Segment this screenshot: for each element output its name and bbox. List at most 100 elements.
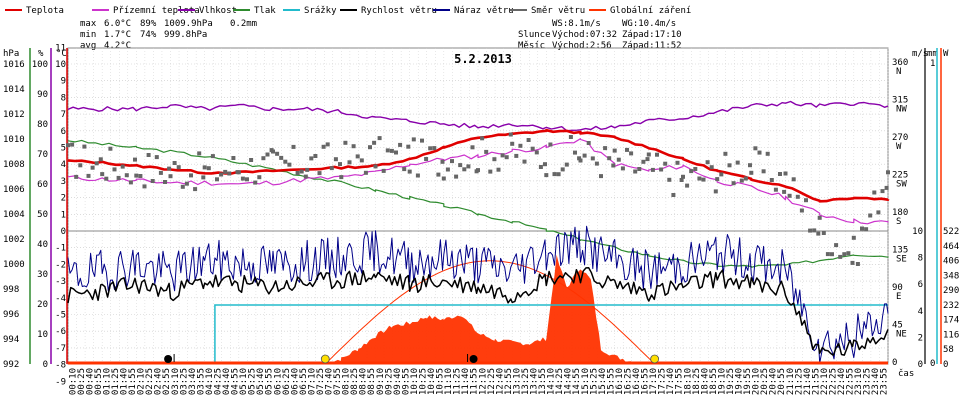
x-tick-label: 18:40 xyxy=(700,368,710,395)
wind-dir-point xyxy=(782,189,787,194)
x-tick-label: 17:40 xyxy=(666,368,676,395)
axis-temp-tick: 6 xyxy=(61,127,66,137)
wind-dir-point xyxy=(590,156,595,161)
wind-dir-point xyxy=(219,172,224,177)
humidity-line xyxy=(67,100,889,132)
x-tick-label: 11:10 xyxy=(444,368,454,395)
wind-dir-point xyxy=(650,167,655,172)
axis-pct-tick: 100 xyxy=(32,60,48,70)
legend-label: Globální záření xyxy=(610,6,691,16)
chart-title: 5.2.2013 xyxy=(454,52,512,66)
wind-dir-point xyxy=(476,168,480,173)
x-tick-label: 22:10 xyxy=(820,368,830,395)
x-tick-label: 09:40 xyxy=(393,368,403,395)
axis-w-tick: 348 xyxy=(943,271,959,281)
x-tick-label: 17:10 xyxy=(649,368,659,395)
wind-dir-point xyxy=(201,175,206,180)
wind-dir-point xyxy=(436,172,441,177)
axis-w-tick: 290 xyxy=(943,286,959,296)
axis-wdir-tick: 315 xyxy=(892,96,908,106)
axis-pct-tick: 10 xyxy=(37,330,48,340)
wind-dir-point xyxy=(279,155,284,160)
x-tick-label: 06:25 xyxy=(282,368,292,395)
wind-dir-point xyxy=(573,150,577,155)
wind-dir-point xyxy=(633,169,638,174)
wind-dir-point xyxy=(210,154,215,159)
info-block: WS:8.1m/s WG:10.4m/s Slunce Východ:07:32 Záp… xyxy=(518,19,682,51)
axis-temp-tick: 7 xyxy=(61,110,66,120)
x-tick-label: 16:10 xyxy=(615,368,625,395)
wind-dir-point xyxy=(372,140,377,145)
x-axis: 00:1000:2500:4000:5501:1001:2501:4001:55… xyxy=(68,368,914,395)
wind-dir-point xyxy=(82,144,87,149)
axis-hpa-tick: 994 xyxy=(3,335,19,345)
x-tick-label: 02:40 xyxy=(154,368,164,395)
wind-dir-point xyxy=(864,227,869,232)
axis-w-tick: 232 xyxy=(943,301,959,311)
x-tick-label: 06:40 xyxy=(290,368,300,395)
wind-dir-point xyxy=(299,169,304,174)
axis-hpa-tick: 1000 xyxy=(3,260,25,270)
x-tick-label: 03:40 xyxy=(188,368,198,395)
wind-dir-point xyxy=(514,153,519,158)
axis-wdir-tick: 90 xyxy=(892,283,903,293)
info-slunce: Slunce xyxy=(518,30,551,40)
x-tick-label: 05:40 xyxy=(256,368,266,395)
wind-dir-point xyxy=(577,156,582,161)
x-tick-label: 07:40 xyxy=(325,368,335,395)
axis-pct-tick: 60 xyxy=(37,180,48,190)
radiation-area xyxy=(324,254,649,364)
axis-ms-tick: 4 xyxy=(918,307,923,317)
wind-dir-point xyxy=(347,160,352,165)
axis-hpa-tick: 1008 xyxy=(3,160,25,170)
wind-dir-point xyxy=(428,146,433,151)
wind-dir-point xyxy=(231,156,236,160)
x-tick-label: 14:25 xyxy=(555,368,565,395)
x-tick-label: 22:25 xyxy=(829,368,839,395)
stat-min-hum: 74% xyxy=(140,30,157,40)
x-tick-label: 04:10 xyxy=(205,368,215,395)
x-tick-label: 21:55 xyxy=(811,368,821,395)
x-tick-label: 11:55 xyxy=(470,368,480,395)
x-tick-label: 10:55 xyxy=(436,368,446,395)
wind-dir-point xyxy=(769,178,774,182)
stats-block: max 6.0°C 89% 1009.9hPa 0.2mm min 1.7°C 74% 999.… xyxy=(80,19,257,51)
wind-dir-point xyxy=(432,146,437,151)
wind-dir-point xyxy=(842,252,847,257)
x-tick-label: 11:40 xyxy=(461,368,471,395)
wind-dir-point xyxy=(70,142,75,147)
wind-dir-point xyxy=(646,152,651,157)
wind-dir-point xyxy=(184,181,189,186)
wind-dir-point xyxy=(544,173,549,178)
wind-dir-point xyxy=(343,140,348,145)
wind-dir-point xyxy=(812,228,817,233)
x-tick-label: 02:10 xyxy=(137,368,147,395)
wind-dir-point xyxy=(287,162,292,167)
wind-dir-point xyxy=(886,170,890,175)
axis-wdir-tick: 270 xyxy=(892,133,908,143)
wind-dir-point xyxy=(791,177,796,182)
wind-dir-point xyxy=(158,170,163,175)
axis-hpa-tick: 998 xyxy=(3,285,19,295)
plot-area xyxy=(66,100,890,365)
wind-dir-point xyxy=(150,179,155,183)
wind-dir-point xyxy=(441,176,446,181)
wind-dir-point xyxy=(719,172,724,177)
wind-dir-point xyxy=(355,154,360,159)
wind-dir-point xyxy=(607,156,612,161)
legend-label: Teplota xyxy=(26,6,64,16)
right-axes: 360N315NW270W225SW180S135SE90E45NE0m/s10… xyxy=(892,48,959,370)
wind-dir-point xyxy=(305,167,310,172)
wind-dir-point xyxy=(534,150,539,155)
wind-dir-point xyxy=(480,136,485,141)
axis-wdir-tick: 180 xyxy=(892,208,908,218)
axis-w-tick: 58 xyxy=(943,345,954,355)
axis-ms-unit: m/s xyxy=(912,49,928,59)
legend: Teplota Přízemní teplota Vlhkost Tlak Srážky… xyxy=(5,6,691,16)
wind-dir-point xyxy=(138,174,143,178)
wind-dir-point xyxy=(616,157,621,162)
stat-max-press: 1009.9hPa xyxy=(164,19,213,29)
wind-dir-point xyxy=(846,251,851,256)
wind-dir-point xyxy=(795,194,800,199)
wind-dir-point xyxy=(851,235,856,240)
